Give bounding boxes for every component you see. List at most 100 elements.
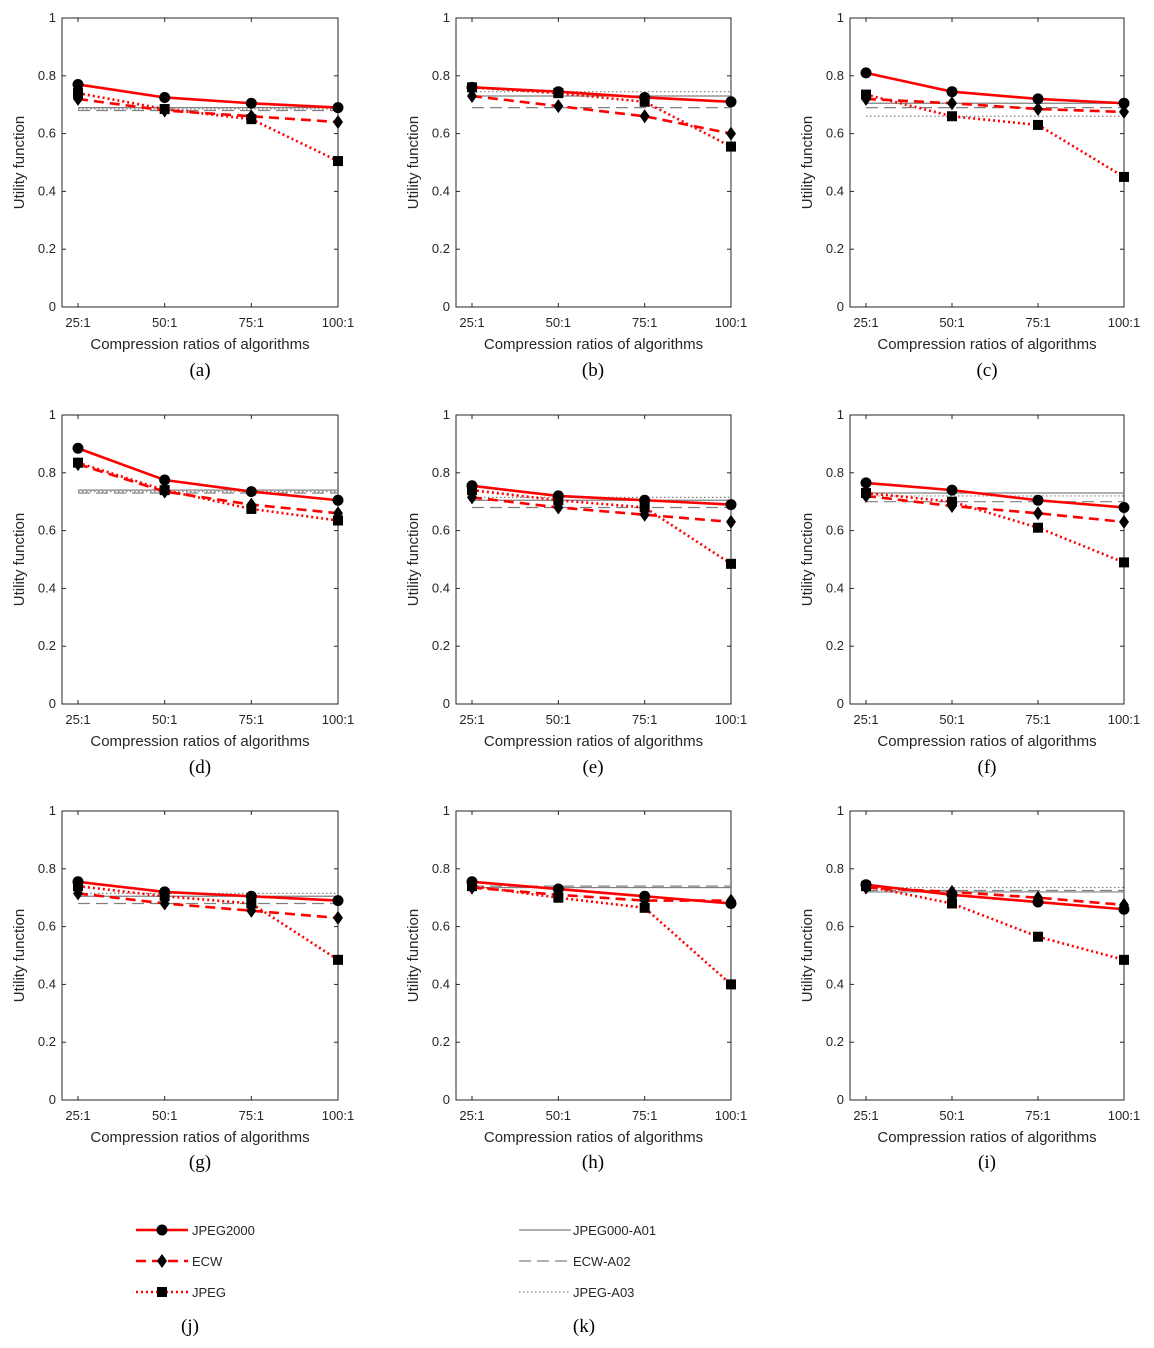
series-line-jpeg [471,488,732,565]
data-point-ecw [1119,897,1129,912]
data-point-jpeg2000 [72,78,84,90]
y-tick-label: 0.8 [38,68,56,83]
x-tick-label: 25:1 [853,712,878,727]
x-tick-label: 25:1 [459,315,484,330]
data-point-jpeg [639,96,650,107]
y-axis-label: Utility function [799,909,816,1002]
x-tick-label: 50:1 [152,315,177,330]
data-point-ecw [1033,506,1043,521]
y-axis-label: Utility function [799,116,816,209]
data-point-jpeg2000 [946,484,958,496]
y-tick-label: 0.6 [826,919,844,934]
y-tick-label: 0.2 [826,241,844,256]
data-point-jpeg [726,141,736,152]
x-tick-label: 75:1 [632,712,657,727]
data-point-jpeg [947,111,957,122]
data-point-ecw [947,884,957,899]
y-tick-label: 1 [443,407,450,422]
y-tick-label: 1 [49,407,56,422]
series-line-ecw [471,886,731,902]
x-tick-label: 50:1 [152,1108,177,1123]
data-point-ecw [333,115,343,130]
x-tick-label: 50:1 [939,1108,964,1123]
data-point-jpeg [246,503,257,514]
data-point-jpeg [73,88,83,99]
x-tick-label: 25:1 [853,315,878,330]
y-tick-label: 0.2 [38,1034,56,1049]
y-tick-label: 0.2 [38,638,56,653]
x-tick-label: 50:1 [939,712,964,727]
axes-box [61,810,339,1101]
data-point-jpeg2000 [1032,93,1044,105]
data-point-jpeg [467,82,477,93]
y-tick-label: 0.8 [432,68,450,83]
axes-box [849,17,1125,308]
data-point-jpeg2000 [725,96,737,108]
chart-panel-g: 0 0.2 0.4 0.6 0.8 1 25:1 50:1 75:1 100:1 Compressi… [11,803,354,1173]
data-point-jpeg [947,898,957,909]
y-tick-label: 0.4 [432,183,450,198]
series-line-ecw [865,886,1125,907]
data-point-ecw [1033,890,1043,905]
y-tick-label: 0.6 [38,126,56,141]
legend-label-jpeg000-a01: JPEG000-A01 [573,1223,656,1238]
panel-label: (b) [582,360,604,381]
data-point-jpeg [639,502,650,513]
data-point-jpeg [73,881,83,892]
x-tick-label: 75:1 [632,1108,657,1123]
data-point-jpeg2000 [860,67,872,79]
series-line-jpeg [865,93,1125,179]
panel-label: (c) [976,360,997,381]
data-point-jpeg [1119,954,1129,965]
x-tick-label: 50:1 [152,712,177,727]
series-line-jpeg [865,491,1125,564]
data-point-jpeg [467,485,477,496]
x-tick-label: 25:1 [459,1108,484,1123]
data-point-jpeg2000 [245,486,257,498]
x-tick-label: 100:1 [1108,712,1141,727]
y-tick-label: 0.2 [38,241,56,256]
legend-j: JPEG2000 ECW JPEG (j) [136,1223,255,1337]
data-point-jpeg [1033,522,1043,533]
data-point-jpeg [553,892,564,903]
y-tick-label: 0.2 [826,638,844,653]
data-point-ecw [1033,102,1043,117]
series-line-ecw [471,496,732,524]
y-tick-label: 1 [443,803,450,818]
series-line-jpeg [471,884,732,986]
panel-label: (a) [189,360,210,381]
x-tick-label: 25:1 [459,712,484,727]
data-point-jpeg2000 [725,499,737,511]
x-tick-label: 25:1 [65,315,90,330]
y-tick-label: 0 [443,1092,450,1107]
axes-box [455,810,732,1101]
y-axis-label: Utility function [405,909,422,1002]
x-axis-label: Compression ratios of algorithms [484,336,703,353]
y-tick-label: 1 [837,803,844,818]
y-tick-label: 0.4 [432,580,450,595]
series-line-ecw [471,94,732,135]
y-tick-label: 0 [49,696,56,711]
axes-box [61,17,339,308]
axes-box [849,810,1125,1101]
data-point-ecw [726,514,736,529]
series-line-ecw [865,97,1125,114]
x-tick-label: 75:1 [239,1108,264,1123]
y-tick-label: 0.6 [38,523,56,538]
y-tick-label: 0 [49,1092,56,1107]
data-point-jpeg [553,88,564,99]
y-tick-label: 0 [837,299,844,314]
data-point-jpeg2000 [332,895,344,907]
y-tick-label: 0.8 [38,465,56,480]
data-point-ecw [333,910,343,925]
data-point-jpeg [333,515,343,526]
series-line-jpeg [77,461,339,522]
data-point-ecw [726,893,736,908]
x-tick-label: 50:1 [546,712,571,727]
chart-panel-e: 0 0.2 0.4 0.6 0.8 1 25:1 50:1 75:1 100:1 Compressi… [405,407,747,778]
y-tick-label: 0.6 [826,523,844,538]
data-point-jpeg2000 [1118,501,1130,513]
y-tick-label: 1 [837,407,844,422]
y-tick-label: 0.6 [826,126,844,141]
y-tick-label: 0.6 [38,919,56,934]
